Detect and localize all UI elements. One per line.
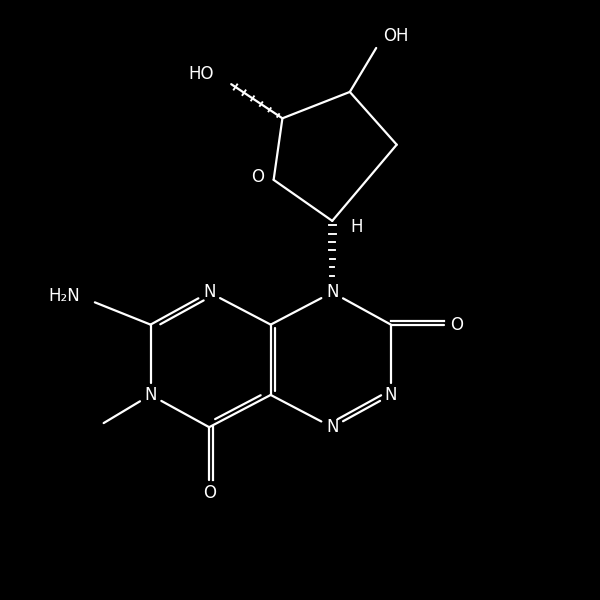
Text: N: N	[203, 283, 215, 301]
Text: HO: HO	[188, 65, 214, 83]
Text: N: N	[326, 418, 338, 436]
Text: O: O	[251, 168, 264, 186]
Text: O: O	[450, 316, 463, 334]
Text: N: N	[326, 283, 338, 301]
Text: N: N	[385, 386, 397, 404]
Text: H₂N: H₂N	[49, 287, 80, 305]
Text: OH: OH	[383, 27, 409, 45]
Text: N: N	[144, 386, 157, 404]
Text: H: H	[350, 218, 363, 236]
Text: O: O	[203, 484, 215, 502]
